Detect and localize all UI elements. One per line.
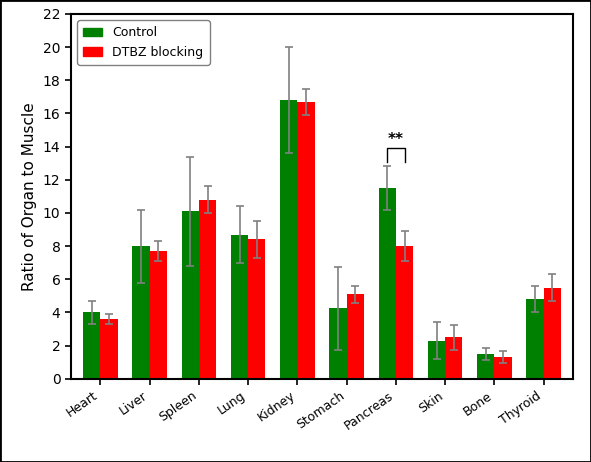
Bar xyxy=(132,246,150,379)
Bar xyxy=(445,337,462,379)
Text: **: ** xyxy=(388,133,404,147)
Bar xyxy=(396,246,413,379)
Bar xyxy=(495,357,512,379)
Bar xyxy=(182,211,199,379)
Bar xyxy=(150,251,167,379)
Bar xyxy=(231,235,248,379)
Bar xyxy=(100,319,118,379)
Y-axis label: Ratio of Organ to Muscle: Ratio of Organ to Muscle xyxy=(22,102,37,291)
Bar xyxy=(478,354,495,379)
Bar xyxy=(527,299,544,379)
Bar xyxy=(428,340,445,379)
Bar xyxy=(379,188,396,379)
Bar xyxy=(199,200,216,379)
Bar xyxy=(297,102,314,379)
Bar xyxy=(83,312,100,379)
Legend: Control, DTBZ blocking: Control, DTBZ blocking xyxy=(77,20,210,65)
Bar xyxy=(347,294,364,379)
Bar xyxy=(248,239,265,379)
Bar xyxy=(544,287,561,379)
Bar xyxy=(280,100,297,379)
Bar xyxy=(330,308,347,379)
